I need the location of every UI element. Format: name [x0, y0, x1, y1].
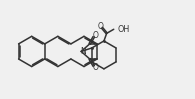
Text: N: N [81, 47, 86, 56]
Text: O: O [92, 31, 98, 40]
Text: O: O [92, 63, 98, 72]
Text: OH: OH [117, 25, 129, 34]
Text: O: O [98, 22, 104, 31]
